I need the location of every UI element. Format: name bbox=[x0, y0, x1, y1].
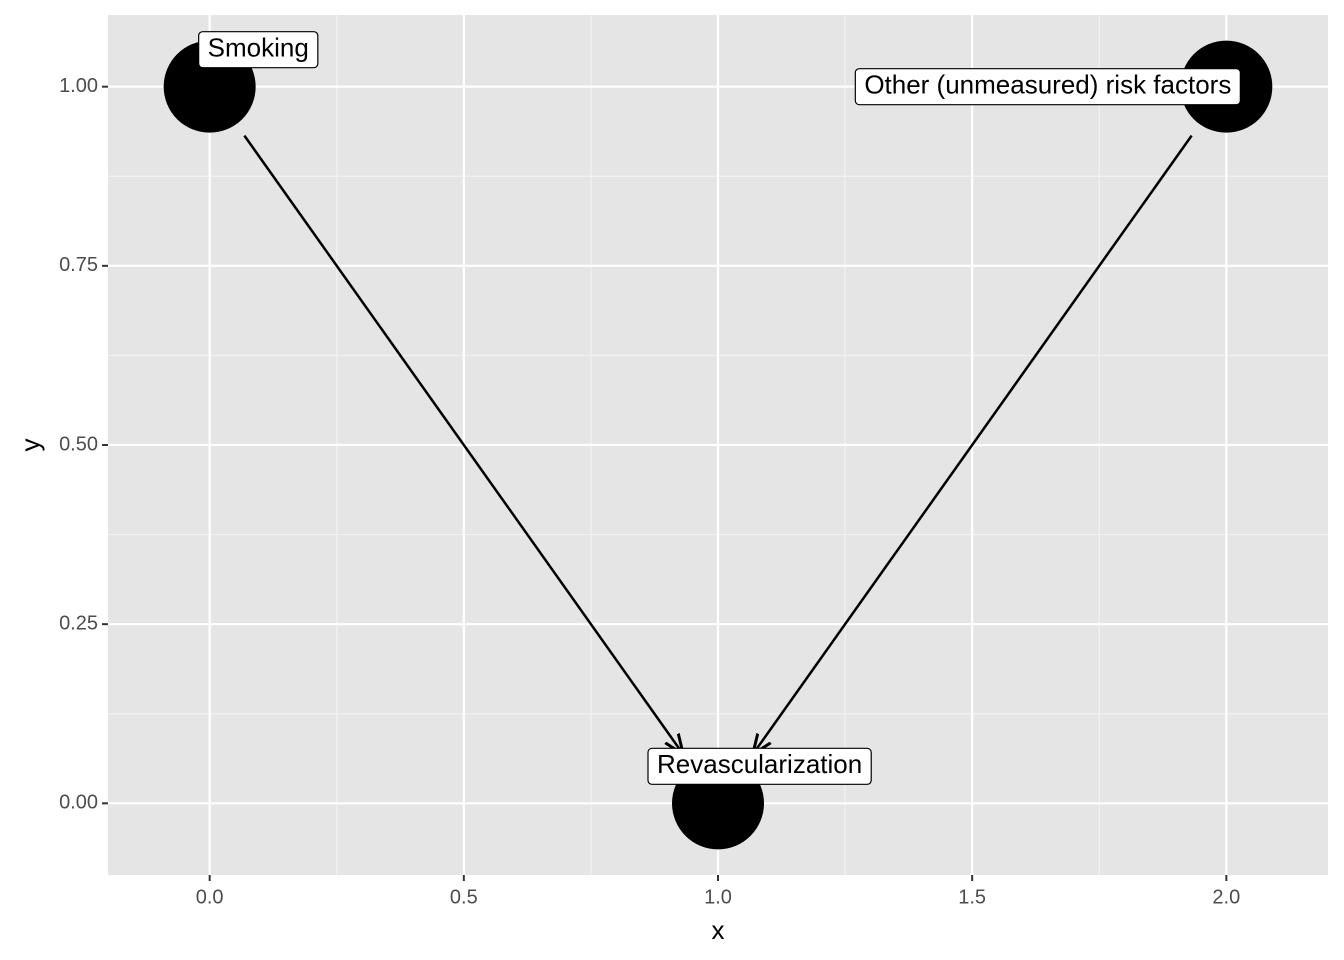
y-axis-title: y bbox=[15, 439, 45, 452]
node-label: Revascularization bbox=[657, 749, 862, 779]
node-label: Smoking bbox=[208, 33, 309, 63]
x-tick-label: 0.5 bbox=[450, 886, 478, 908]
x-tick-label: 1.5 bbox=[958, 886, 986, 908]
y-tick-label: 1.00 bbox=[59, 75, 98, 97]
x-tick-label: 1.0 bbox=[704, 886, 732, 908]
edge bbox=[243, 134, 683, 755]
node-label: Other (unmeasured) risk factors bbox=[864, 70, 1231, 100]
edge bbox=[753, 134, 1193, 755]
label-box bbox=[647, 747, 872, 785]
y-tick-label: 0.25 bbox=[59, 612, 98, 634]
y-tick-label: 0.00 bbox=[59, 792, 98, 814]
y-tick-label: 0.75 bbox=[59, 254, 98, 276]
y-tick-label: 0.50 bbox=[59, 433, 98, 455]
x-tick-label: 0.0 bbox=[196, 886, 224, 908]
label-box bbox=[198, 31, 319, 69]
label-box bbox=[854, 68, 1241, 106]
x-tick-label: 2.0 bbox=[1212, 886, 1240, 908]
x-axis-title: x bbox=[712, 915, 725, 945]
